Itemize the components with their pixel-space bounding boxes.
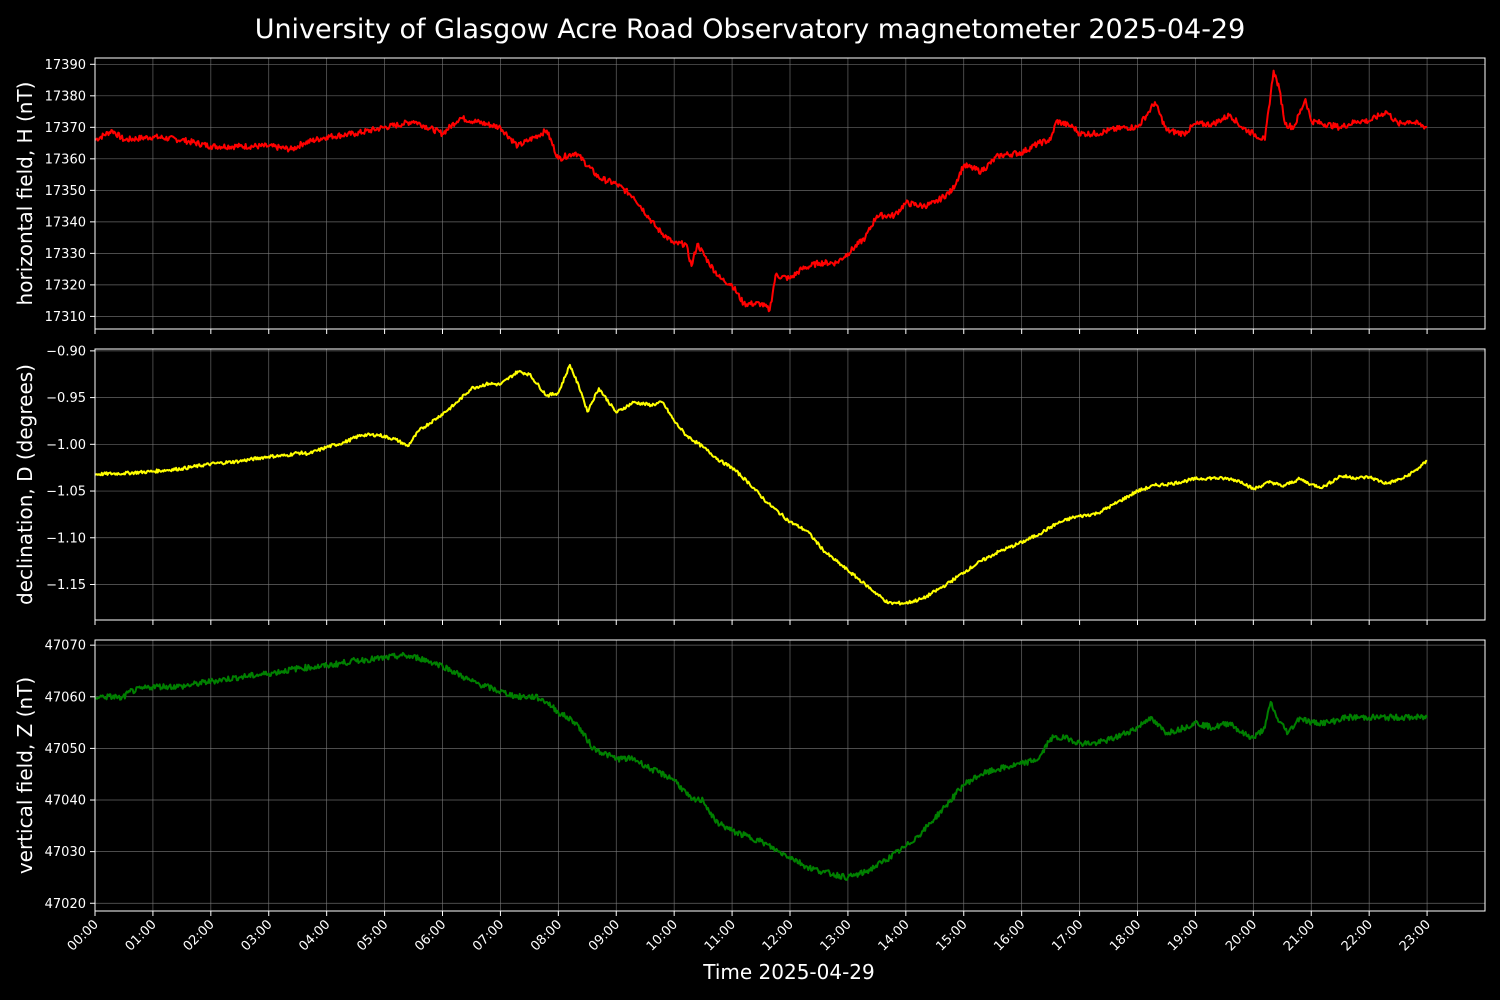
y-axis-label: declination, D (degrees) — [13, 364, 37, 605]
y-tick-label: 17330 — [45, 247, 86, 262]
x-tick-label: 22:00 — [1339, 917, 1376, 954]
y-tick-label: −1.00 — [46, 438, 86, 453]
y-tick-label: 17340 — [45, 215, 86, 230]
y-axis-label: vertical field, Z (nT) — [13, 677, 37, 874]
x-tick-label: 03:00 — [238, 917, 275, 954]
y-tick-label: 17380 — [45, 89, 86, 104]
x-tick-label: 16:00 — [991, 917, 1028, 954]
y-tick-label: 17360 — [45, 152, 86, 167]
x-tick-label: 06:00 — [412, 917, 449, 954]
y-tick-label: 17320 — [45, 278, 86, 293]
x-tick-label: 04:00 — [296, 917, 333, 954]
x-tick-label: 08:00 — [528, 917, 565, 954]
x-tick-label: 13:00 — [818, 917, 855, 954]
y-tick-label: 17390 — [45, 58, 86, 73]
y-axis-label: horizontal field, H (nT) — [13, 82, 37, 306]
x-tick-label: 12:00 — [760, 917, 797, 954]
x-tick-label: 02:00 — [181, 917, 218, 954]
x-tick-label: 09:00 — [586, 917, 623, 954]
y-tick-label: −0.95 — [46, 391, 86, 406]
x-tick-label: 01:00 — [123, 917, 160, 954]
chart-title: University of Glasgow Acre Road Observat… — [254, 14, 1246, 45]
y-tick-label: −1.10 — [46, 531, 86, 546]
panel-frame — [94, 57, 1486, 330]
panel-frame — [94, 639, 1486, 912]
y-tick-label: 47070 — [45, 639, 86, 654]
x-tick-label: 11:00 — [702, 917, 739, 954]
y-tick-label: 47030 — [45, 845, 86, 860]
y-tick-label: 47050 — [45, 742, 86, 757]
series-line-1 — [94, 69, 1428, 313]
x-tick-label: 00:00 — [65, 917, 102, 954]
y-tick-label: 47040 — [45, 794, 86, 809]
x-axis-label: Time 2025-04-29 — [703, 960, 875, 984]
x-tick-label: 14:00 — [876, 917, 913, 954]
x-tick-label: 10:00 — [644, 917, 681, 954]
series-line-3 — [94, 651, 1428, 881]
x-tick-label: 20:00 — [1223, 917, 1260, 954]
x-tick-label: 07:00 — [470, 917, 507, 954]
y-tick-label: 17370 — [45, 121, 86, 136]
x-tick-label: 21:00 — [1281, 917, 1318, 954]
y-tick-label: 17310 — [45, 310, 86, 325]
panel-frame — [94, 348, 1486, 621]
y-tick-label: −1.05 — [46, 485, 86, 500]
y-tick-label: −1.15 — [46, 578, 86, 593]
x-tick-label: 17:00 — [1049, 917, 1086, 954]
y-tick-label: −0.90 — [46, 344, 86, 359]
y-tick-label: 17350 — [45, 184, 86, 199]
x-tick-label: 18:00 — [1107, 917, 1144, 954]
series-line-2 — [94, 363, 1428, 606]
y-tick-label: 47060 — [45, 690, 86, 705]
y-tick-label: 47020 — [45, 897, 86, 912]
x-tick-label: 23:00 — [1397, 917, 1434, 954]
x-tick-label: 05:00 — [354, 917, 391, 954]
x-tick-label: 15:00 — [933, 917, 970, 954]
x-tick-label: 19:00 — [1165, 917, 1202, 954]
